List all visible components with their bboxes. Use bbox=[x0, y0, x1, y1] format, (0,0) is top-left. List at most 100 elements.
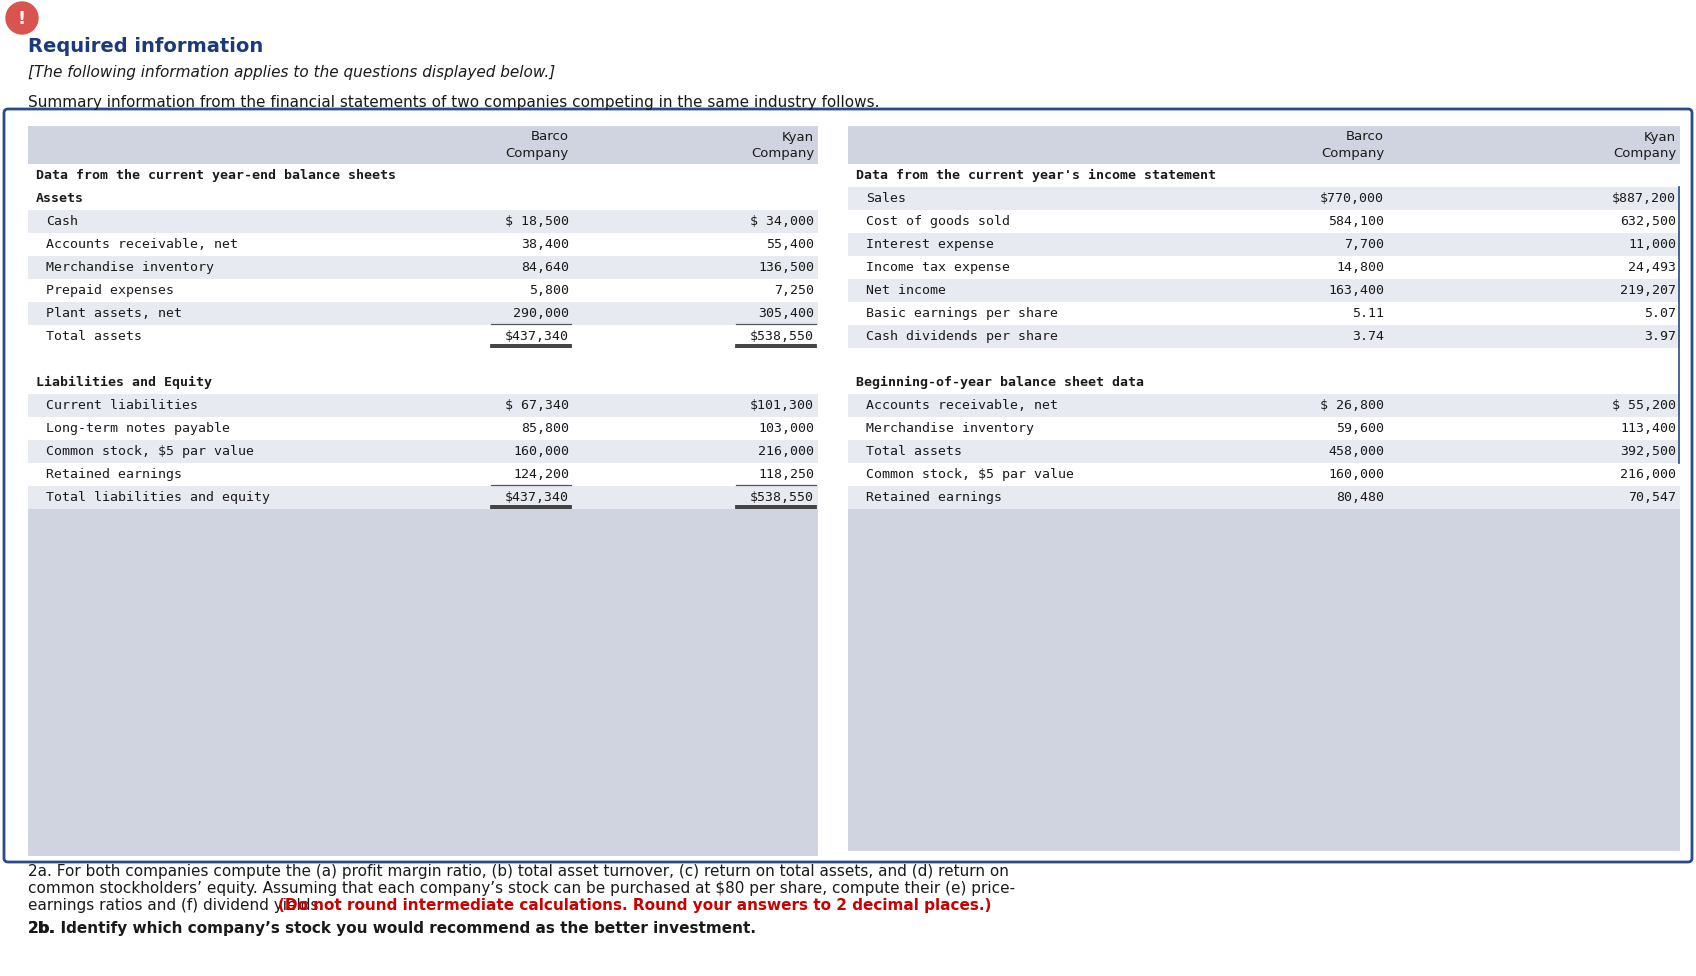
Text: 219,207: 219,207 bbox=[1620, 284, 1676, 297]
Text: Data from the current year-end balance sheets: Data from the current year-end balance s… bbox=[36, 169, 395, 182]
Text: 290,000: 290,000 bbox=[512, 307, 568, 320]
Text: Cost of goods sold: Cost of goods sold bbox=[867, 215, 1011, 228]
Bar bbox=[848, 126, 1681, 164]
Bar bbox=[848, 233, 1681, 256]
Bar bbox=[848, 325, 1681, 348]
Text: Long-term notes payable: Long-term notes payable bbox=[46, 422, 231, 435]
Bar bbox=[29, 210, 817, 233]
Text: Common stock, $5 par value: Common stock, $5 par value bbox=[46, 445, 254, 458]
Text: 632,500: 632,500 bbox=[1620, 215, 1676, 228]
Text: earnings ratios and (f) dividend yields.: earnings ratios and (f) dividend yields. bbox=[29, 898, 329, 913]
Text: Interest expense: Interest expense bbox=[867, 238, 994, 251]
Bar bbox=[29, 417, 817, 440]
Text: Accounts receivable, net: Accounts receivable, net bbox=[46, 238, 237, 251]
Bar bbox=[29, 164, 817, 187]
Text: 85,800: 85,800 bbox=[521, 422, 568, 435]
Bar bbox=[848, 486, 1681, 509]
Text: Merchandise inventory: Merchandise inventory bbox=[867, 422, 1035, 435]
Text: 136,500: 136,500 bbox=[758, 261, 814, 274]
Text: 84,640: 84,640 bbox=[521, 261, 568, 274]
Bar bbox=[29, 394, 817, 417]
Text: Current liabilities: Current liabilities bbox=[46, 399, 198, 412]
Text: 118,250: 118,250 bbox=[758, 468, 814, 481]
Text: !: ! bbox=[19, 10, 25, 28]
Text: Total liabilities and equity: Total liabilities and equity bbox=[46, 491, 270, 504]
Text: Accounts receivable, net: Accounts receivable, net bbox=[867, 399, 1058, 412]
Bar bbox=[848, 348, 1681, 371]
Text: 5,800: 5,800 bbox=[529, 284, 568, 297]
Text: $437,340: $437,340 bbox=[505, 491, 568, 504]
Text: 70,547: 70,547 bbox=[1628, 491, 1676, 504]
Text: Basic earnings per share: Basic earnings per share bbox=[867, 307, 1058, 320]
Text: 7,250: 7,250 bbox=[773, 284, 814, 297]
Text: Income tax expense: Income tax expense bbox=[867, 261, 1011, 274]
Text: Net income: Net income bbox=[867, 284, 946, 297]
Text: 2a. For both companies compute the (a) profit margin ratio, (b) total asset turn: 2a. For both companies compute the (a) p… bbox=[29, 864, 1009, 879]
Text: Retained earnings: Retained earnings bbox=[867, 491, 1002, 504]
Text: $437,340: $437,340 bbox=[505, 330, 568, 343]
Text: 2b. Identify which company’s stock you would recommend as the better investment.: 2b. Identify which company’s stock you w… bbox=[29, 921, 756, 936]
Text: 160,000: 160,000 bbox=[1328, 468, 1384, 481]
Text: Cash: Cash bbox=[46, 215, 78, 228]
Text: $ 67,340: $ 67,340 bbox=[505, 399, 568, 412]
Text: 113,400: 113,400 bbox=[1620, 422, 1676, 435]
Text: Company: Company bbox=[751, 146, 814, 159]
Text: 3.74: 3.74 bbox=[1352, 330, 1384, 343]
Bar bbox=[848, 256, 1681, 279]
Bar bbox=[29, 325, 817, 348]
Bar bbox=[29, 348, 817, 371]
Text: 5.11: 5.11 bbox=[1352, 307, 1384, 320]
Bar bbox=[29, 440, 817, 463]
Text: Common stock, $5 par value: Common stock, $5 par value bbox=[867, 468, 1074, 481]
Text: 163,400: 163,400 bbox=[1328, 284, 1384, 297]
Text: 160,000: 160,000 bbox=[512, 445, 568, 458]
Text: $538,550: $538,550 bbox=[750, 330, 814, 343]
Text: Total assets: Total assets bbox=[46, 330, 142, 343]
Bar bbox=[29, 126, 817, 164]
Bar bbox=[848, 509, 1681, 851]
Text: 11,000: 11,000 bbox=[1628, 238, 1676, 251]
Text: Summary information from the financial statements of two companies competing in : Summary information from the financial s… bbox=[29, 95, 880, 109]
Text: 216,000: 216,000 bbox=[758, 445, 814, 458]
Bar bbox=[848, 463, 1681, 486]
Text: 38,400: 38,400 bbox=[521, 238, 568, 251]
Text: Required information: Required information bbox=[29, 36, 263, 56]
Bar bbox=[848, 417, 1681, 440]
Bar bbox=[29, 256, 817, 279]
Text: Cash dividends per share: Cash dividends per share bbox=[867, 330, 1058, 343]
Text: Beginning-of-year balance sheet data: Beginning-of-year balance sheet data bbox=[856, 376, 1145, 389]
Text: $101,300: $101,300 bbox=[750, 399, 814, 412]
Text: 124,200: 124,200 bbox=[512, 468, 568, 481]
Bar bbox=[29, 486, 817, 509]
Bar bbox=[848, 394, 1681, 417]
Bar bbox=[29, 187, 817, 210]
Bar bbox=[29, 509, 817, 856]
Text: Total assets: Total assets bbox=[867, 445, 962, 458]
Text: 584,100: 584,100 bbox=[1328, 215, 1384, 228]
Text: 392,500: 392,500 bbox=[1620, 445, 1676, 458]
Text: Sales: Sales bbox=[867, 192, 906, 205]
Text: [The following information applies to the questions displayed below.]: [The following information applies to th… bbox=[29, 64, 555, 79]
Text: 2b.: 2b. bbox=[29, 921, 56, 936]
Text: $ 18,500: $ 18,500 bbox=[505, 215, 568, 228]
Bar bbox=[29, 279, 817, 302]
Text: $ 26,800: $ 26,800 bbox=[1319, 399, 1384, 412]
Text: 5.07: 5.07 bbox=[1643, 307, 1676, 320]
Bar bbox=[848, 164, 1681, 187]
Bar bbox=[848, 302, 1681, 325]
Text: Barco: Barco bbox=[1347, 131, 1384, 143]
Text: Barco: Barco bbox=[531, 131, 568, 143]
Text: (Do not round intermediate calculations. Round your answers to 2 decimal places.: (Do not round intermediate calculations.… bbox=[278, 898, 992, 913]
Text: Company: Company bbox=[1321, 146, 1384, 159]
Text: 24,493: 24,493 bbox=[1628, 261, 1676, 274]
Text: $770,000: $770,000 bbox=[1319, 192, 1384, 205]
Text: 103,000: 103,000 bbox=[758, 422, 814, 435]
Text: $ 34,000: $ 34,000 bbox=[750, 215, 814, 228]
Bar bbox=[29, 509, 817, 851]
Text: common stockholders’ equity. Assuming that each company’s stock can be purchased: common stockholders’ equity. Assuming th… bbox=[29, 881, 1016, 896]
Text: 305,400: 305,400 bbox=[758, 307, 814, 320]
Text: Merchandise inventory: Merchandise inventory bbox=[46, 261, 214, 274]
Bar bbox=[848, 371, 1681, 394]
Text: $538,550: $538,550 bbox=[750, 491, 814, 504]
Text: Prepaid expenses: Prepaid expenses bbox=[46, 284, 175, 297]
